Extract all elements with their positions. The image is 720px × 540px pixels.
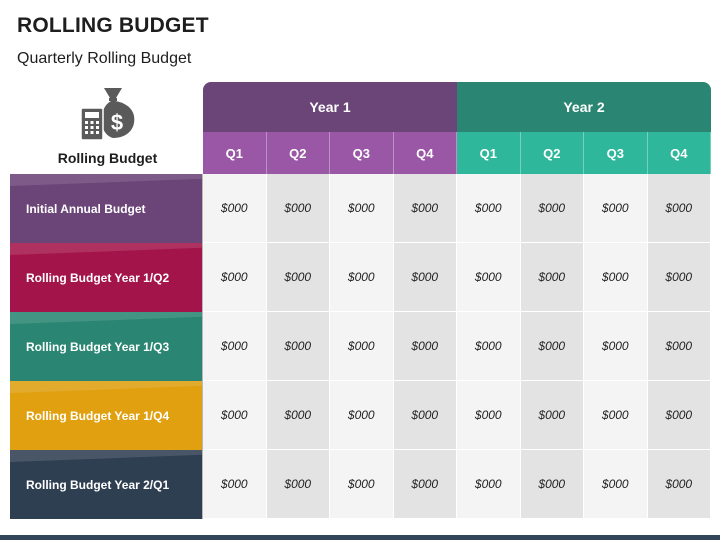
table-cell: $000	[647, 174, 711, 243]
table-cell: $000	[520, 381, 584, 450]
table-cell: $000	[266, 450, 330, 519]
quarter-header-y2-q2: Q2	[520, 132, 584, 174]
year-1-header: Year 1	[203, 82, 457, 132]
table-cell: $000	[584, 450, 648, 519]
row-cells: $000 $000 $000 $000 $000 $000 $000 $000	[202, 243, 711, 312]
table-cell: $000	[393, 381, 457, 450]
table-row: Rolling Budget Year 1/Q3 $000 $000 $000 $000…	[10, 312, 711, 381]
row-cells: $000 $000 $000 $000 $000 $000 $000 $000	[202, 312, 711, 381]
row-label: Rolling Budget Year 1/Q4	[10, 381, 202, 450]
table-cell: $000	[266, 174, 330, 243]
svg-text:$: $	[111, 110, 123, 135]
table-cell: $000	[266, 312, 330, 381]
table-cell: $000	[584, 381, 648, 450]
quarter-header-y2-q1: Q1	[457, 132, 521, 174]
table-cell: $000	[266, 243, 330, 312]
quarter-header-y2-q4: Q4	[647, 132, 711, 174]
table-cell: $000	[457, 243, 521, 312]
table-cell: $000	[584, 174, 648, 243]
table-cell: $000	[203, 174, 267, 243]
table-cell: $000	[330, 450, 394, 519]
footer-bar	[0, 535, 720, 540]
table-cell: $000	[457, 174, 521, 243]
table-cell: $000	[203, 450, 267, 519]
quarter-header-y1-q4: Q4	[393, 132, 457, 174]
table-cell: $000	[203, 312, 267, 381]
table-cell: $000	[203, 381, 267, 450]
row-label: Rolling Budget Year 1/Q3	[10, 312, 202, 381]
table-cell: $000	[203, 243, 267, 312]
quarter-header-row: Q1 Q2 Q3 Q4 Q1 Q2 Q3 Q4	[203, 132, 711, 174]
row-label: Initial Annual Budget	[10, 174, 202, 243]
table-cell: $000	[330, 243, 394, 312]
table-cell: $000	[647, 312, 711, 381]
page-subtitle: Quarterly Rolling Budget	[17, 50, 192, 67]
row-label: Rolling Budget Year 2/Q1	[10, 450, 202, 519]
table-cell: $000	[520, 243, 584, 312]
table-cell: $000	[457, 450, 521, 519]
row-label: Rolling Budget Year 1/Q2	[10, 243, 202, 312]
table-cell: $000	[647, 243, 711, 312]
table-cell: $000	[520, 174, 584, 243]
quarter-header-y1-q1: Q1	[203, 132, 267, 174]
table-cell: $000	[393, 312, 457, 381]
row-cells: $000 $000 $000 $000 $000 $000 $000 $000	[202, 174, 711, 243]
table-cell: $000	[520, 312, 584, 381]
row-cells: $000 $000 $000 $000 $000 $000 $000 $000	[202, 381, 711, 450]
table-cell: $000	[520, 450, 584, 519]
table-cell: $000	[457, 381, 521, 450]
table-cell: $000	[330, 381, 394, 450]
quarter-header-y2-q3: Q3	[584, 132, 648, 174]
budget-table-body: Initial Annual Budget $000 $000 $000 $000 $00…	[10, 174, 711, 519]
table-cell: $000	[393, 450, 457, 519]
table-cell: $000	[647, 450, 711, 519]
table-cell: $000	[393, 243, 457, 312]
table-cell: $000	[584, 243, 648, 312]
quarter-header-y1-q3: Q3	[330, 132, 394, 174]
row-cells: $000 $000 $000 $000 $000 $000 $000 $000	[202, 450, 711, 519]
table-cell: $000	[330, 312, 394, 381]
year-2-header: Year 2	[457, 82, 711, 132]
quarter-header-y1-q2: Q2	[266, 132, 330, 174]
table-row: Rolling Budget Year 2/Q1 $000 $000 $000 $000…	[10, 450, 711, 519]
table-row: Rolling Budget Year 1/Q4 $000 $000 $000 $000…	[10, 381, 711, 450]
corner-label: Rolling Budget	[57, 150, 158, 166]
table-cell: $000	[330, 174, 394, 243]
money-bag-calculator-icon: $	[80, 88, 135, 141]
table-row: Initial Annual Budget $000 $000 $000 $000 $00…	[10, 174, 711, 243]
page-title: ROLLING BUDGET	[17, 14, 209, 37]
table-cell: $000	[647, 381, 711, 450]
table-cell: $000	[584, 312, 648, 381]
table-cell: $000	[393, 174, 457, 243]
table-cell: $000	[457, 312, 521, 381]
table-cell: $000	[266, 381, 330, 450]
table-row: Rolling Budget Year 1/Q2 $000 $000 $000 $000…	[10, 243, 711, 312]
